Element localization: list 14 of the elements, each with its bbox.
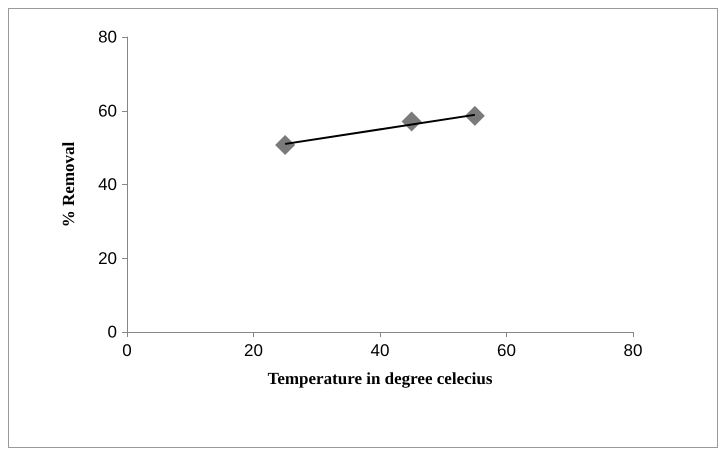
x-axis-title: Temperature in degree celecius — [268, 369, 493, 388]
point — [275, 135, 296, 156]
y-tick-label: 0 — [108, 322, 117, 342]
x-tick-label: 60 — [497, 341, 516, 360]
x-tick-label: 0 — [122, 341, 132, 360]
x-tick-label: 80 — [624, 341, 642, 360]
point — [464, 106, 485, 126]
x-tick-label: 40 — [370, 341, 390, 360]
y-tick-label: 80 — [98, 28, 117, 46]
y-axis-title: % Removal — [59, 142, 78, 228]
x-tick-label: 20 — [244, 341, 263, 360]
y-tick-label: 40 — [98, 175, 117, 194]
y-tick-label: 60 — [98, 101, 117, 120]
y-tick-label: 20 — [98, 248, 117, 268]
